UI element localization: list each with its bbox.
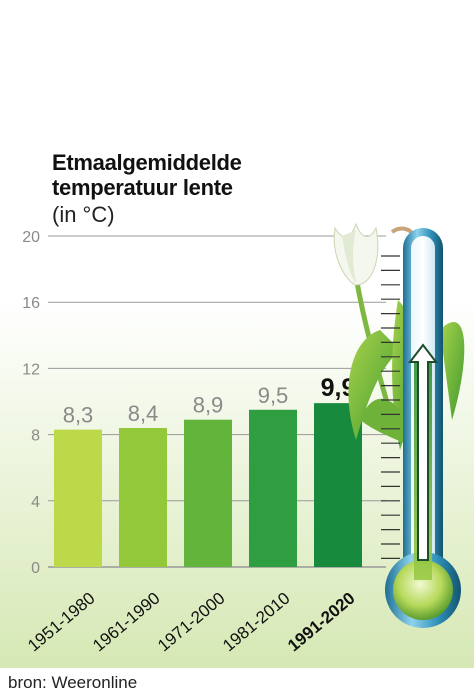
y-tick-label: 12 [22, 361, 40, 378]
value-label: 8,3 [63, 403, 94, 428]
chart-title-line-1: Etmaalgemiddelde [52, 150, 242, 175]
bar-1981-2010 [249, 409, 297, 567]
y-tick-label: 8 [31, 428, 40, 445]
bar-1971-2000 [184, 419, 232, 567]
bar-1951-1980 [54, 429, 102, 567]
value-label: 8,4 [128, 401, 159, 426]
chart-title-line-2: temperatuur lente [52, 175, 233, 200]
thermometer-body [381, 228, 461, 628]
y-tick-label: 4 [31, 494, 40, 511]
y-tick-label: 0 [31, 560, 40, 577]
y-tick-label: 16 [22, 295, 40, 312]
source-note: bron: Weeronline [8, 673, 138, 692]
y-tick-label: 20 [22, 229, 40, 246]
unit-label: (in °C) [52, 202, 115, 227]
chart-title: Etmaalgemiddelde temperatuur lente [52, 150, 242, 200]
tulip-icon [333, 222, 465, 450]
value-label: 8,9 [193, 393, 224, 418]
bar-1961-1990 [119, 427, 167, 567]
value-label: 9,5 [258, 383, 289, 408]
